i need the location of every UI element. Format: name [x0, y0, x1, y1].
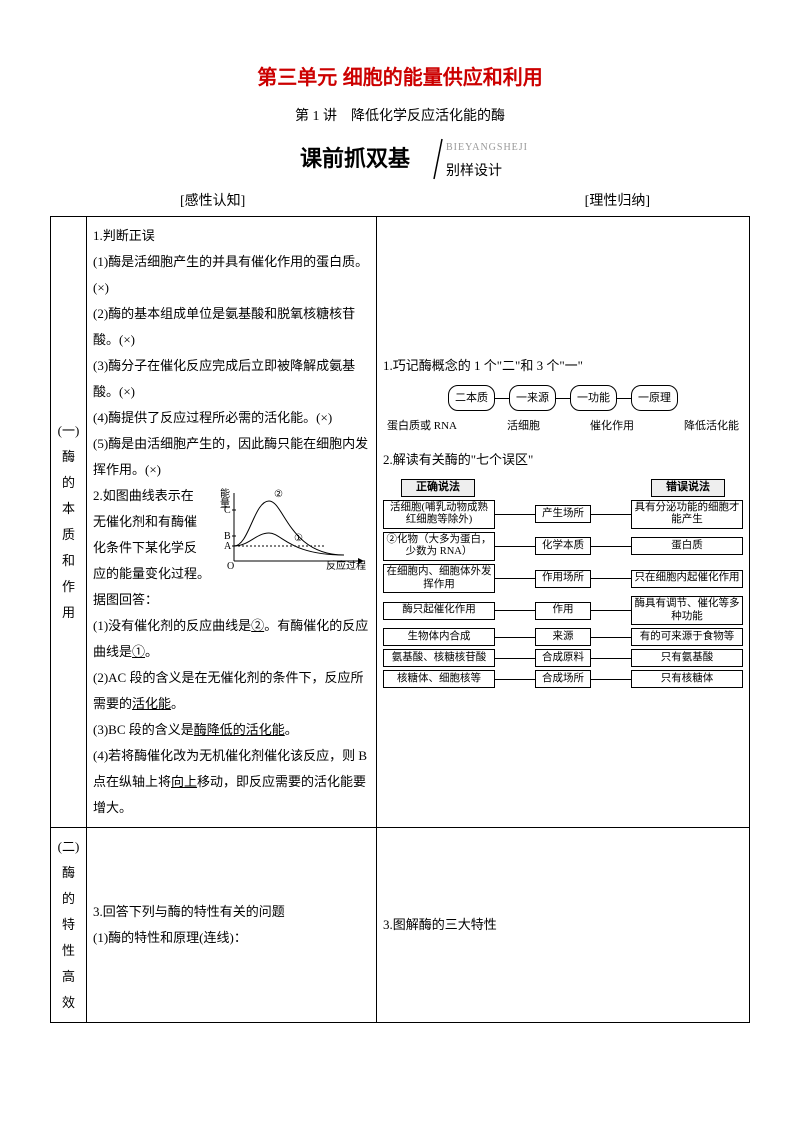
chain-labels: 蛋白质或 RNA 活细胞 催化作用 降低活化能 [387, 415, 739, 437]
row2-right-t1: 3.图解酶的三大特性 [383, 912, 743, 938]
row1-right-cell: 1.巧记酶概念的 1 个"二"和 3 个"一" 二本质 一来源 一功能 一原理 … [377, 217, 750, 828]
q1: (1)酶是活细胞产生的并具有催化作用的蛋白质。(×) [93, 249, 370, 301]
row2-label: (二)酶的特性高效 [51, 828, 87, 1023]
mis-left: 活细胞(哺乳动物成熟红细胞等除外) [383, 500, 495, 529]
mis-left: 核糖体、细胞核等 [383, 670, 495, 688]
mis-mid: 来源 [535, 628, 591, 646]
mis-right: 只有氨基酸 [631, 649, 743, 667]
mis-right: 有的可来源于食物等 [631, 628, 743, 646]
mis-row: 在细胞内、细胞体外发挥作用 作用场所 只在细胞内起催化作用 [383, 564, 743, 593]
chain-node-1: 一来源 [509, 385, 556, 411]
mis-left: ②化物（大多为蛋白，少数为 RNA） [383, 532, 495, 561]
mis-mid: 产生场所 [535, 505, 591, 523]
mis-h2: 错误说法 [651, 479, 725, 496]
mis-mid: 作用场所 [535, 570, 591, 588]
mis-mid: 合成原料 [535, 649, 591, 667]
ans3: (3)BC 段的含义是酶降低的活化能。 [93, 717, 370, 743]
mis-right: 酶具有调节、催化等多种功能 [631, 596, 743, 625]
q5: (5)酶是由活细胞产生的，因此酶只能在细胞内发挥作用。(×) [93, 431, 370, 483]
misreading-diagram: 正确说法 错误说法 活细胞(哺乳动物成熟红细胞等除外) 产生场所 具有分泌功能的细胞… [383, 479, 743, 688]
mis-right: 只在细胞内起催化作用 [631, 570, 743, 588]
mis-left: 氨基酸、核糖核苷酸 [383, 649, 495, 667]
q3: (3)酶分子在催化反应完成后立即被降解成氨基酸。(×) [93, 353, 370, 405]
mis-right: 具有分泌功能的细胞才能产生 [631, 500, 743, 529]
row1-left-cell: 1.判断正误 (1)酶是活细胞产生的并具有催化作用的蛋白质。(×) (2)酶的基… [87, 217, 377, 828]
mis-row: 活细胞(哺乳动物成熟红细胞等除外) 产生场所 具有分泌功能的细胞才能产生 [383, 500, 743, 529]
banner-pinyin: BIEYANGSHEJI [446, 139, 528, 157]
lecture-subtitle: 第 1 讲 降低化学反应活化能的酶 [50, 104, 750, 129]
mis-left: 酶只起催化作用 [383, 602, 495, 620]
right-t1: 1.巧记酶概念的 1 个"二"和 3 个"一" [383, 353, 743, 379]
mis-row: 酶只起催化作用 作用 酶具有调节、催化等多种功能 [383, 596, 743, 625]
mis-left: 生物体内合成 [383, 628, 495, 646]
row1-label: (一)酶的本质和作用 [51, 217, 87, 828]
q4: (4)酶提供了反应过程所必需的活化能。(×) [93, 405, 370, 431]
mis-row: 生物体内合成 来源 有的可来源于食物等 [383, 628, 743, 646]
mis-right: 蛋白质 [631, 537, 743, 555]
banner-main: 课前抓双基 [300, 139, 410, 179]
chart-ann1: ① [294, 533, 303, 544]
mis-h1: 正确说法 [401, 479, 475, 496]
chart-origin: O [227, 561, 234, 572]
chain-node-0: 二本质 [448, 385, 495, 411]
fig-intro-b: 无催化剂和有酶催 [93, 509, 210, 535]
chain-label-0: 蛋白质或 RNA [387, 415, 457, 437]
banner-slash-icon [432, 137, 444, 181]
chain-node-3: 一原理 [631, 385, 678, 411]
header-right: [理性归纳] [585, 189, 650, 214]
mis-row: 氨基酸、核糖核苷酸 合成原料 只有氨基酸 [383, 649, 743, 667]
right-t2: 2.解读有关酶的"七个误区" [383, 447, 743, 473]
section-banner: 课前抓双基 BIEYANGSHEJI 别样设计 [50, 137, 750, 183]
mis-mid: 化学本质 [535, 537, 591, 555]
ans4: (4)若将酶催化改为无机催化剂催化该反应，则 B 点在纵轴上将向上移动，即反应需… [93, 743, 370, 821]
chart-xlabel: 反应过程 [326, 559, 366, 572]
fig-intro-a: 2.如图曲线表示在 [93, 483, 210, 509]
mis-mid: 作用 [535, 602, 591, 620]
column-headers: [感性认知] [理性归纳] [50, 189, 750, 214]
ans2: (2)AC 段的含义是在无催化剂的条件下，反应所需要的活化能。 [93, 665, 370, 717]
judge-heading: 1.判断正误 [93, 223, 370, 249]
mis-row: 核糖体、细胞核等 合成场所 只有核糖体 [383, 670, 743, 688]
chain-label-3: 降低活化能 [684, 415, 739, 437]
row2-l2: (1)酶的特性和原理(连线)： [93, 925, 370, 951]
mis-right: 只有核糖体 [631, 670, 743, 688]
row2-right-cell: 3.图解酶的三大特性 [377, 828, 750, 1023]
chart-yC: C [224, 505, 231, 516]
concept-chain: 二本质 一来源 一功能 一原理 [383, 385, 743, 411]
chain-node-2: 一功能 [570, 385, 617, 411]
chart-ann2: ② [274, 489, 283, 500]
content-table: (一)酶的本质和作用 1.判断正误 (1)酶是活细胞产生的并具有催化作用的蛋白质… [50, 216, 750, 1023]
mis-row: ②化物（大多为蛋白，少数为 RNA） 化学本质 蛋白质 [383, 532, 743, 561]
ans1: (1)没有催化剂的反应曲线是②。有酶催化的反应曲线是①。 [93, 613, 370, 665]
unit-title: 第三单元 细胞的能量供应和利用 [50, 60, 750, 96]
mis-mid: 合成场所 [535, 670, 591, 688]
energy-chart: 能 量 C B A ② ① O 反应过程 [214, 483, 374, 582]
header-left: [感性认知] [180, 189, 245, 214]
chain-label-2: 催化作用 [590, 415, 634, 437]
chain-label-1: 活细胞 [507, 415, 540, 437]
row2-left-cell: 3.回答下列与酶的特性有关的问题 (1)酶的特性和原理(连线)： [87, 828, 377, 1023]
row2-l1: 3.回答下列与酶的特性有关的问题 [93, 899, 370, 925]
fig-prompt: 据图回答： [93, 587, 370, 613]
fig-intro-c: 化条件下某化学反 [93, 535, 210, 561]
fig-intro-d: 应的能量变化过程。 [93, 561, 210, 587]
banner-sub: 别样设计 [446, 159, 502, 184]
chart-yA: A [224, 541, 232, 552]
mis-left: 在细胞内、细胞体外发挥作用 [383, 564, 495, 593]
q2: (2)酶的基本组成单位是氨基酸和脱氧核糖核苷酸。(×) [93, 301, 370, 353]
